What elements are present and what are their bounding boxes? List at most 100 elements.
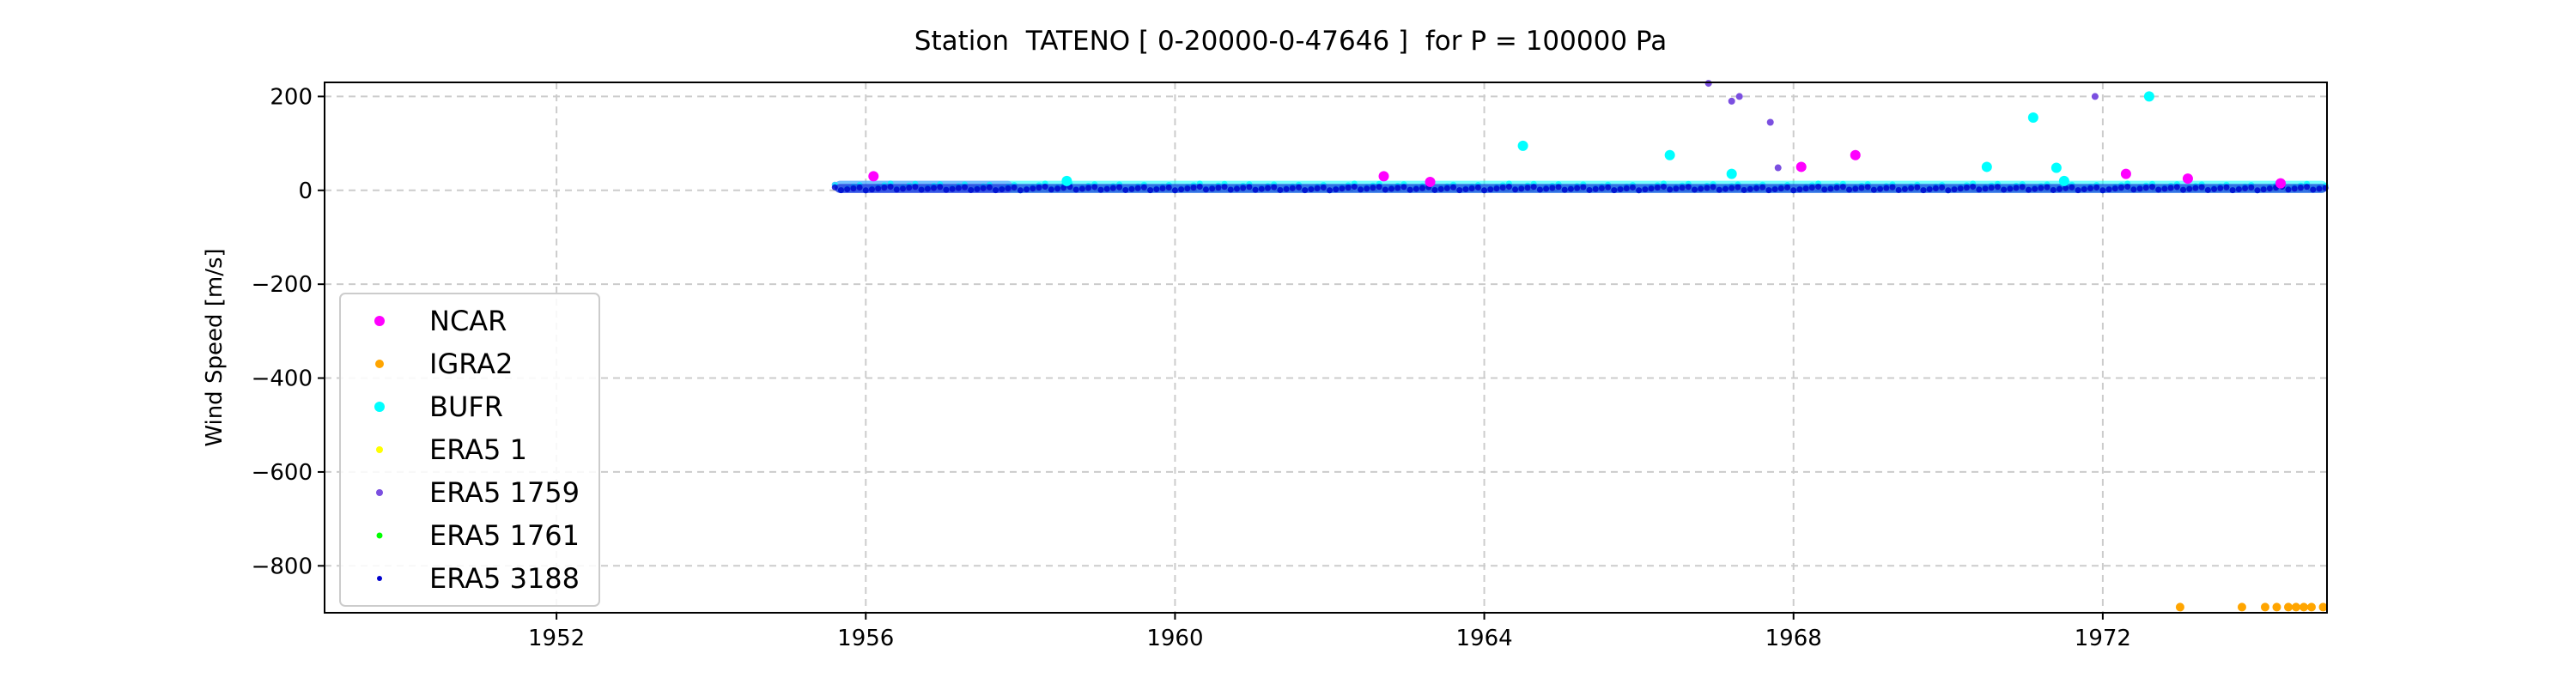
band-point <box>893 186 900 193</box>
legend-box <box>339 293 600 607</box>
band-point <box>2297 185 2304 191</box>
band-point <box>1530 184 1537 191</box>
band-point <box>1024 186 1030 193</box>
band-point <box>980 185 987 191</box>
band-point <box>1561 186 1568 193</box>
x-tick-label: 1952 <box>528 626 585 651</box>
band-point <box>850 185 857 192</box>
band-point <box>1450 184 1457 191</box>
band-point <box>1246 184 1253 191</box>
band-point <box>2081 186 2087 193</box>
band-point <box>2069 184 2075 191</box>
x-tick-label: 1960 <box>1146 626 1203 651</box>
band-point <box>1858 185 1865 191</box>
band-point <box>1227 186 1234 193</box>
x-tick-label: 1964 <box>1455 626 1512 651</box>
band-point <box>1592 185 1599 192</box>
grid-lines <box>325 82 2327 613</box>
band-point <box>2093 184 2100 191</box>
band-point <box>856 184 863 191</box>
band-point <box>1258 185 1265 192</box>
band-point <box>1765 187 1772 194</box>
band-point <box>2266 185 2273 192</box>
band-point <box>1042 184 1048 191</box>
band-point <box>1864 184 1871 191</box>
band-point <box>1339 185 1346 192</box>
band-point <box>974 185 981 192</box>
band-point <box>1839 184 1846 191</box>
band-point <box>2063 185 2069 191</box>
band-point <box>1827 185 1834 192</box>
data-point-bufr <box>1664 149 1675 160</box>
legend-marker <box>374 316 385 326</box>
band-point <box>1698 185 1704 192</box>
band-point <box>1320 184 1327 191</box>
band-point <box>2019 184 2026 191</box>
band-point <box>1128 185 1135 192</box>
band-point <box>968 186 975 193</box>
band-point <box>2248 184 2255 191</box>
band-point <box>1314 185 1321 192</box>
legend-marker <box>374 402 385 412</box>
band-point <box>1673 185 1680 192</box>
band-point <box>1802 185 1809 192</box>
data-point-igra2 <box>2272 602 2281 612</box>
band-point <box>1636 187 1643 194</box>
band-point <box>2087 185 2093 192</box>
legend-marker <box>376 446 383 453</box>
band-point <box>906 185 913 191</box>
band-point <box>1289 185 1296 191</box>
band-point <box>1753 185 1760 191</box>
band-point <box>1091 184 1098 191</box>
band-point <box>1889 184 1896 191</box>
band-point <box>2117 185 2124 191</box>
band-point <box>2007 185 2014 192</box>
y-axis: 200 0 −200 −400 −600 −800 <box>252 84 325 579</box>
y-tick-label: −200 <box>252 272 313 298</box>
legend-marker <box>376 489 383 496</box>
data-point-era5-1759 <box>2091 93 2099 100</box>
band-point <box>931 185 938 191</box>
band-point <box>1153 186 1160 193</box>
band-point <box>1221 184 1228 191</box>
band-point <box>1623 185 1630 192</box>
band-point <box>1327 187 1334 194</box>
x-tick-label: 1968 <box>1765 626 1822 651</box>
legend-label: ERA5 1759 <box>429 476 580 509</box>
legend-marker <box>375 360 384 368</box>
band-point <box>862 187 869 194</box>
band-point <box>1499 185 1506 191</box>
band-point <box>1976 186 1983 193</box>
band-point <box>1493 185 1500 192</box>
band-point <box>881 185 888 191</box>
band-point <box>837 187 844 194</box>
band-point <box>1629 184 1636 191</box>
band-point <box>1524 185 1531 191</box>
data-point-igra2 <box>2260 602 2269 612</box>
data-point-igra2 <box>2283 602 2293 612</box>
band-point <box>1277 186 1284 193</box>
band-point <box>999 186 1005 193</box>
data-point-bufr <box>1061 175 1072 186</box>
band-point <box>868 186 875 193</box>
band-point <box>1443 185 1450 191</box>
band-point <box>1833 185 1840 191</box>
band-point <box>1011 184 1018 191</box>
band-point <box>899 185 906 192</box>
band-point <box>2242 185 2249 192</box>
data-point-igra2 <box>2299 602 2308 612</box>
plot-area-frame <box>324 82 2328 614</box>
band-point <box>1358 186 1364 193</box>
band-point <box>1302 187 1309 194</box>
band-point <box>1184 185 1191 192</box>
band-point <box>875 185 882 192</box>
band-point <box>1054 185 1061 192</box>
band-point <box>2111 185 2118 192</box>
legend-label: ERA5 3188 <box>429 562 580 595</box>
band-point <box>1103 185 1110 192</box>
y-tick-label: 200 <box>270 84 313 110</box>
data-point-bufr <box>2143 91 2154 102</box>
band-point <box>2167 185 2174 191</box>
data-point-bufr <box>1981 161 1992 172</box>
band-point <box>2304 184 2311 191</box>
